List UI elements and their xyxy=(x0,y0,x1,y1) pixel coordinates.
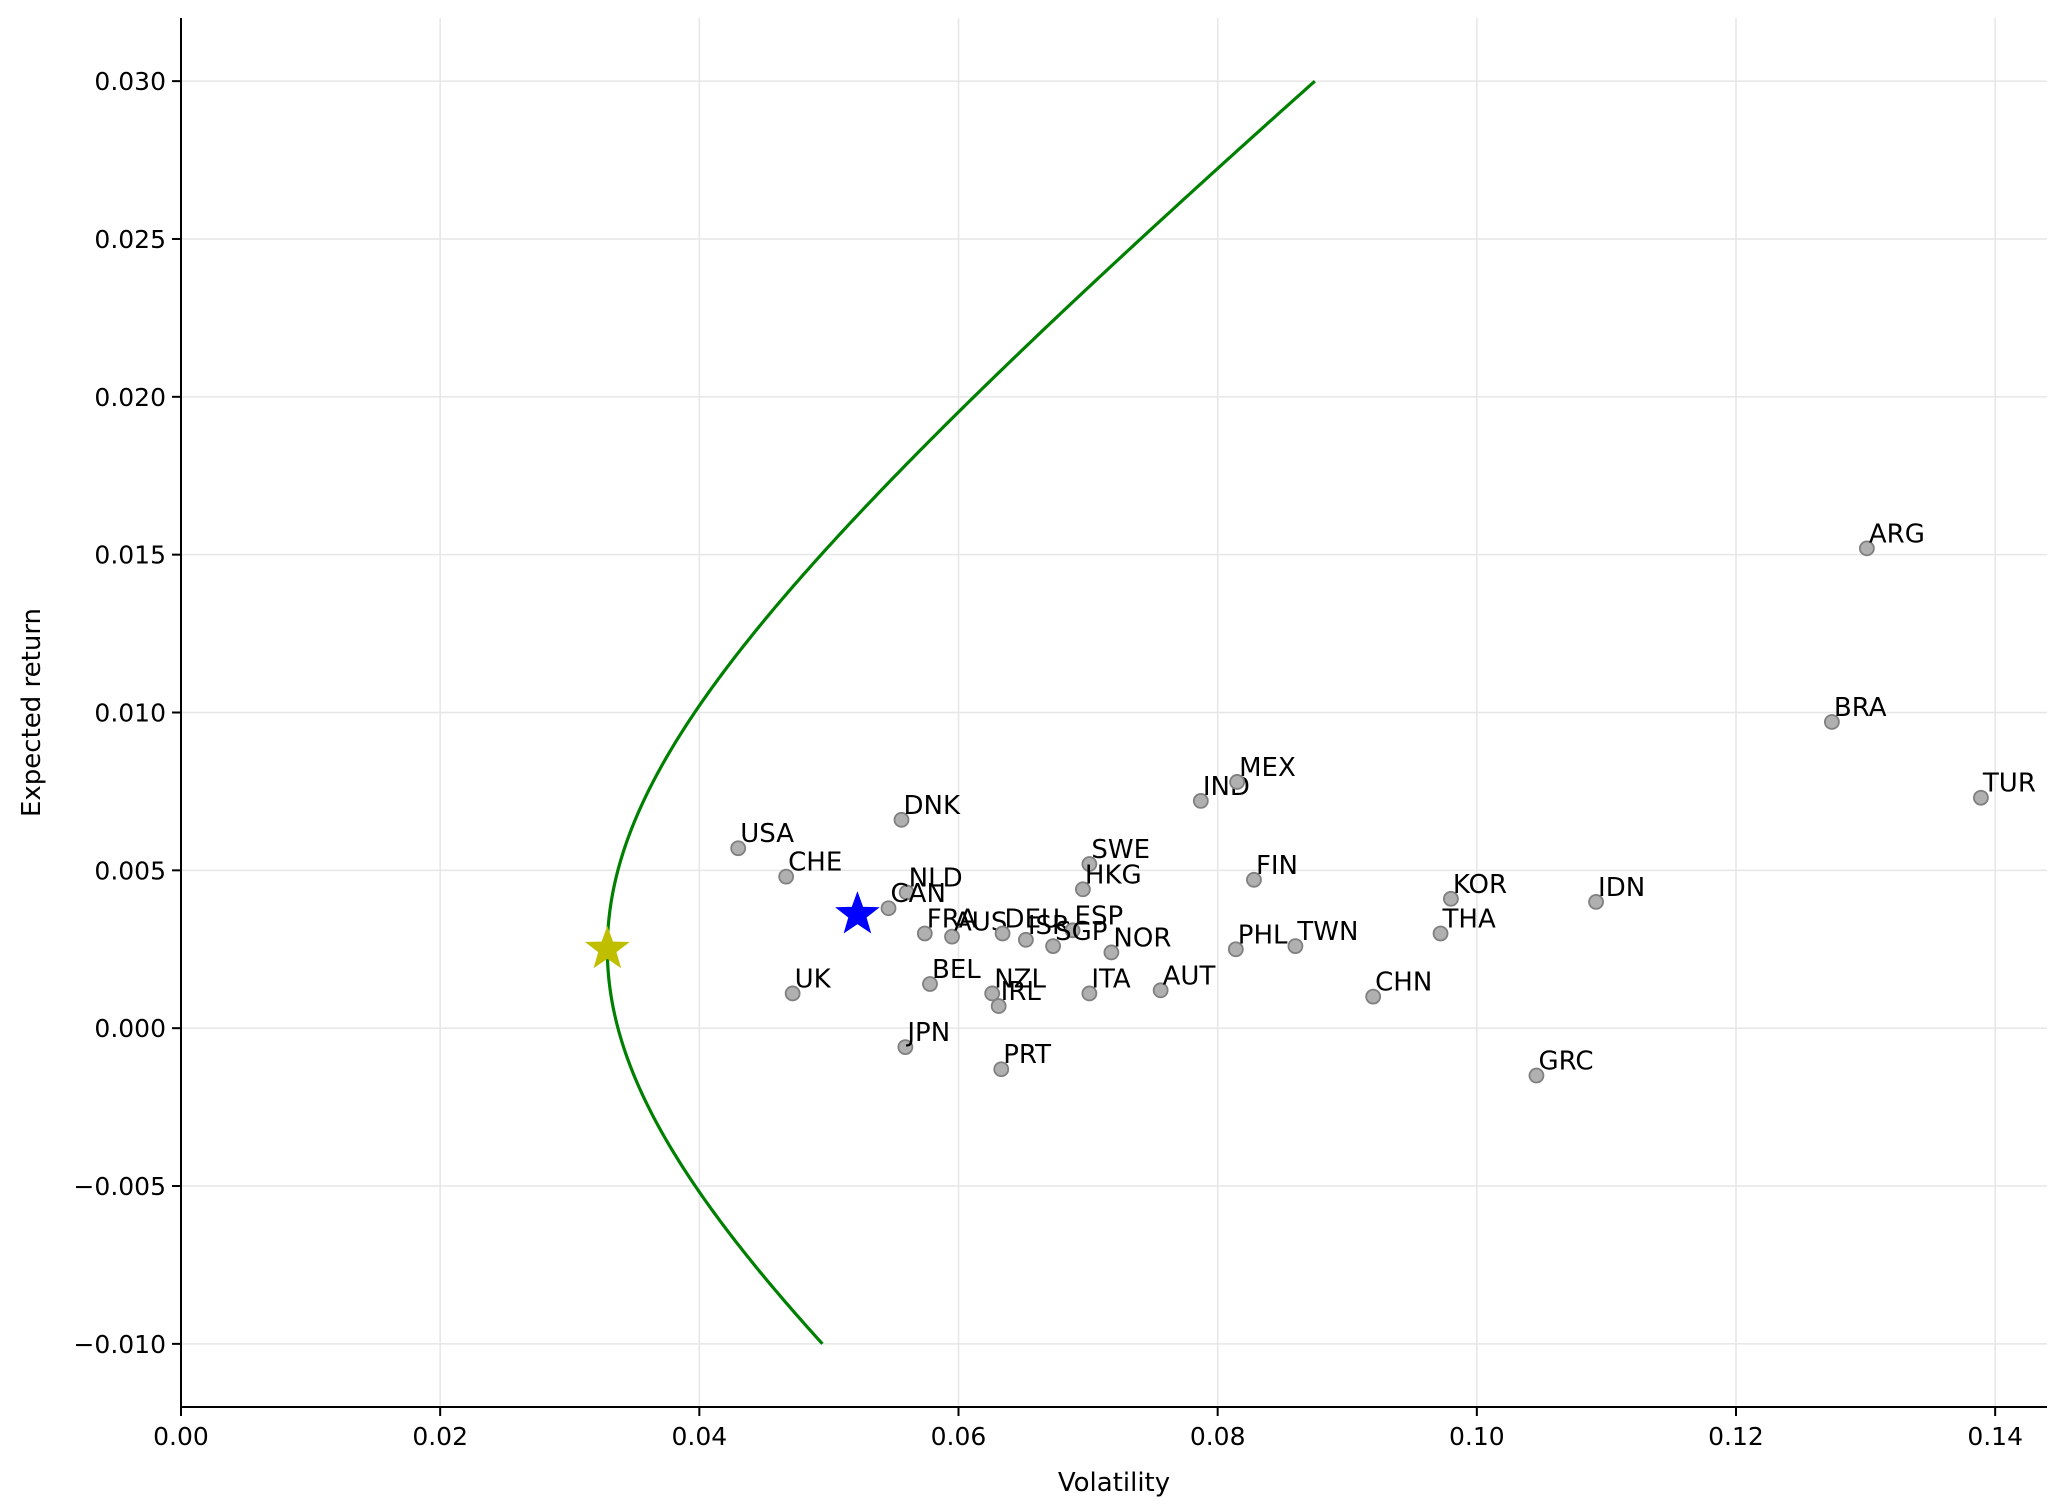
country-label: ESP xyxy=(1075,901,1124,931)
country-label: AUT xyxy=(1163,961,1216,991)
y-tick-label: 0.030 xyxy=(94,67,166,96)
country-point xyxy=(984,985,1001,1002)
country-point xyxy=(1246,871,1262,888)
grid xyxy=(180,18,2047,1407)
country-label: GRC xyxy=(1538,1047,1593,1077)
country-label: UK xyxy=(795,964,832,994)
y-tick-label: 0.000 xyxy=(94,1014,166,1043)
country-label: SGP xyxy=(1055,917,1107,947)
country-label: HKG xyxy=(1085,860,1142,890)
country-label: ITA xyxy=(1091,964,1131,994)
x-tick-label: 0.12 xyxy=(1708,1422,1764,1451)
x-tick-label: 0.02 xyxy=(412,1422,468,1451)
country-point xyxy=(993,1061,1010,1078)
country-label: USA xyxy=(740,819,794,849)
country-point xyxy=(1588,894,1604,910)
country-point xyxy=(922,976,938,992)
y-tick-label: 0.020 xyxy=(94,383,166,412)
min-variance-star-marker xyxy=(585,925,630,969)
x-tick-label: 0.14 xyxy=(1967,1422,2023,1451)
country-point xyxy=(1432,925,1449,942)
country-label: NZL xyxy=(994,964,1046,994)
country-point xyxy=(784,985,801,1002)
country-point xyxy=(1075,881,1091,898)
country-label: BEL xyxy=(932,955,981,985)
country-point xyxy=(880,900,897,917)
y-axis-label: Expected return xyxy=(17,608,47,817)
country-point xyxy=(1227,941,1244,958)
country-label: PRT xyxy=(1003,1040,1051,1070)
country-label: CHN xyxy=(1375,968,1432,998)
country-label: THA xyxy=(1442,904,1496,934)
axes: 0.00 0.02 0.04 0.06 0.08 0.10 0.12 0.14 −0.010 −0… xyxy=(73,18,2047,1451)
tangency-star-marker xyxy=(835,891,880,934)
country-point xyxy=(1443,890,1459,907)
country-point xyxy=(1152,982,1169,999)
country-point xyxy=(1287,938,1304,955)
country-point xyxy=(944,928,960,945)
country-label: TWN xyxy=(1296,917,1358,947)
country-point xyxy=(1365,988,1382,1005)
country-point xyxy=(1017,931,1034,948)
country-label: BRA xyxy=(1834,693,1887,723)
markers-layer xyxy=(585,891,880,969)
country-point xyxy=(1973,789,1989,806)
y-tick-label: 0.005 xyxy=(94,856,166,885)
efficient-frontier-line xyxy=(605,79,1316,1345)
country-label: IDN xyxy=(1598,873,1645,903)
country-label: FIN xyxy=(1256,851,1298,881)
x-tick-label: 0.10 xyxy=(1449,1422,1505,1451)
country-label: PHL xyxy=(1238,920,1288,950)
country-point xyxy=(898,884,915,901)
country-point xyxy=(1045,938,1061,955)
country-point xyxy=(1823,714,1840,730)
frontier-layer xyxy=(605,79,1316,1345)
country-label: TUR xyxy=(1982,769,2036,799)
x-tick-label: 0.04 xyxy=(671,1422,727,1451)
country-label: IRL xyxy=(1001,977,1042,1007)
x-tick-label: 0.00 xyxy=(153,1422,209,1451)
country-point xyxy=(893,811,910,828)
country-label: NLD xyxy=(909,863,963,893)
country-point xyxy=(1528,1067,1545,1084)
country-point xyxy=(990,998,1007,1014)
country-label: DEU xyxy=(1005,904,1060,934)
country-point xyxy=(1103,944,1120,961)
country-point xyxy=(1081,985,1098,1002)
country-point xyxy=(778,868,795,885)
y-tick-label: 0.025 xyxy=(94,225,166,254)
country-label: CHE xyxy=(788,848,842,878)
country-point xyxy=(916,925,933,942)
country-point xyxy=(1081,856,1098,872)
x-axis-label: Volatility xyxy=(1058,1468,1170,1498)
country-point xyxy=(994,925,1011,942)
country-label: JPN xyxy=(905,1018,950,1048)
country-point xyxy=(1229,774,1246,790)
x-tick-label: 0.08 xyxy=(1190,1422,1246,1451)
country-label: NOR xyxy=(1113,923,1171,953)
country-point xyxy=(1858,540,1875,557)
y-tick-label: 0.015 xyxy=(94,541,166,570)
country-label: ISR xyxy=(1028,911,1070,941)
country-label: CAN xyxy=(891,879,946,909)
y-tick-label: −0.010 xyxy=(73,1330,166,1359)
y-tick-label: −0.005 xyxy=(73,1172,166,1201)
country-label: SWE xyxy=(1091,835,1150,865)
country-point xyxy=(897,1039,914,1056)
country-label: MEX xyxy=(1239,753,1296,783)
country-point xyxy=(1064,922,1081,939)
x-tick-label: 0.06 xyxy=(931,1422,987,1451)
country-label: ARG xyxy=(1869,519,1925,549)
country-label: KOR xyxy=(1453,870,1507,900)
y-tick-label: 0.010 xyxy=(94,699,166,728)
country-label: DNK xyxy=(903,791,960,821)
country-point xyxy=(730,840,747,857)
country-point xyxy=(1192,792,1209,809)
